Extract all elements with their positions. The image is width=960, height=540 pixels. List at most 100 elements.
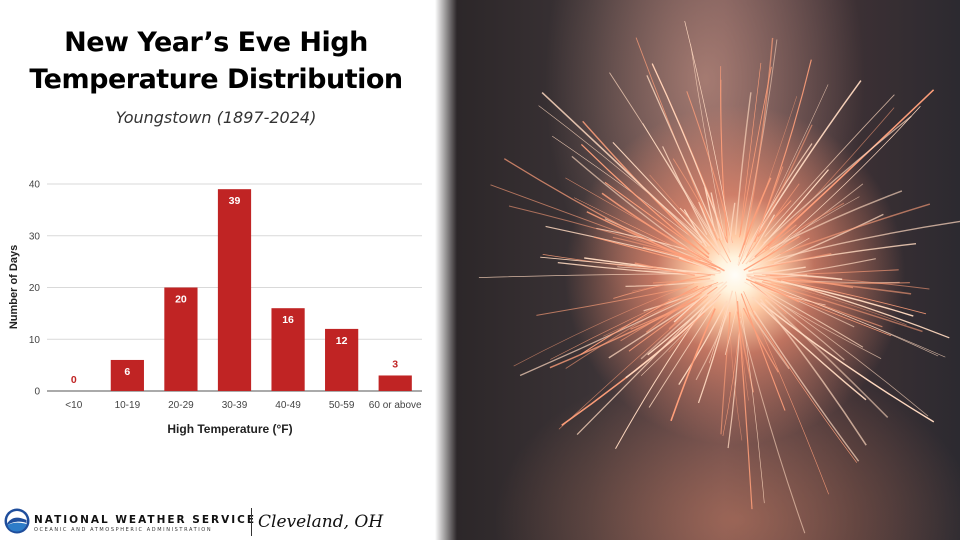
chart-title: New Year’s Eve High Temperature Distribu… (29, 27, 403, 95)
spark-ray (668, 293, 721, 353)
spark-ray (741, 183, 800, 264)
spark-ray (769, 190, 903, 250)
spark-ray (754, 196, 821, 258)
spark-ray (625, 279, 714, 288)
spark-ray (709, 310, 726, 364)
spark-ray (752, 272, 843, 281)
bar-chart: 0 6 20 39 16 12 3 0 10 20 30 40 <10 10-19 20-29 30-39 4… (8, 180, 422, 437)
spark-ray (672, 158, 732, 263)
spark-ray (754, 281, 883, 328)
spark-ray (754, 59, 812, 243)
spark-ray (565, 286, 705, 369)
spark-ray (561, 312, 705, 426)
spark-ray (684, 21, 733, 245)
data-label: 6 (124, 366, 130, 378)
spark-ray (722, 318, 741, 437)
spark-ray (686, 91, 733, 244)
spark-ray (749, 202, 845, 263)
spark-ray (781, 258, 876, 276)
spark-ray (752, 284, 929, 417)
y-tick-label: 30 (29, 231, 41, 242)
spark-ray (743, 37, 774, 246)
x-tick-label: 50-59 (329, 400, 355, 411)
spark-ray (773, 213, 884, 265)
spark-ray (753, 214, 776, 251)
spark-ray (582, 120, 710, 255)
spark-ray (770, 282, 823, 293)
spark-ray (612, 236, 702, 261)
spark-ray (745, 278, 800, 303)
spark-ray (748, 310, 790, 370)
spark-ray (690, 44, 725, 237)
spark-ray (739, 316, 806, 534)
spark-ray (763, 115, 912, 244)
spark-ray (749, 278, 939, 357)
spark-ray (604, 181, 710, 258)
photo-edge-fade (435, 0, 457, 540)
spark-ray (759, 298, 867, 446)
spark-ray (754, 315, 858, 463)
spark-ray (542, 254, 716, 276)
spark-ray (746, 80, 862, 252)
spark-ray (758, 286, 826, 306)
bar (217, 189, 252, 391)
spark-ray (746, 266, 806, 276)
spark-ray (628, 286, 718, 352)
noaa-name: OCEANIC AND ATMOSPHERIC ADMINISTRATION (34, 527, 213, 533)
spark-ray (630, 300, 696, 330)
spark-ray (748, 253, 832, 272)
data-labels: 0 6 20 39 16 12 3 (71, 195, 398, 386)
spark-ray (779, 203, 931, 255)
spark-ray (580, 285, 699, 356)
spark-ray (720, 79, 729, 244)
spark-ray (513, 283, 695, 367)
spark-ray (728, 202, 736, 246)
spark-ray (738, 96, 798, 266)
spark-ray (649, 174, 720, 256)
spark-ray (734, 92, 752, 235)
spark-ray (764, 224, 797, 251)
spark-ray (645, 284, 713, 333)
spark-ray (638, 270, 721, 274)
spark-ray (576, 297, 713, 436)
spark-ray (603, 288, 707, 337)
x-tick-label: 20-29 (168, 400, 194, 411)
spark-ray (751, 296, 867, 401)
spark-ray (613, 274, 712, 299)
spark-ray (756, 285, 864, 348)
spark-ray (710, 192, 723, 241)
spark-ray (574, 197, 719, 268)
data-label: 12 (336, 335, 348, 347)
spark-ray (720, 312, 731, 435)
spark-ray (746, 274, 914, 317)
y-tick-label: 20 (29, 283, 41, 294)
spark-ray (673, 290, 711, 323)
spark-ray (478, 273, 698, 278)
chart-subtitle: Youngstown (1897-2024) (115, 108, 317, 127)
spark-ray (503, 158, 693, 263)
spark-ray (609, 72, 716, 241)
spark-ray (742, 307, 779, 373)
spark-ray (747, 84, 829, 253)
spark-ray (745, 169, 829, 265)
spark-ray (683, 209, 708, 247)
bar (110, 359, 144, 391)
spark-ray (541, 92, 703, 244)
spark-ray (746, 275, 907, 325)
spark-ray (565, 177, 712, 262)
x-tick-label: 30-39 (222, 400, 248, 411)
sparkler-photo (435, 0, 960, 540)
spark-ray (580, 143, 709, 259)
x-tick-label: 60 or above (369, 400, 422, 411)
spark-ray (668, 282, 719, 301)
sparkler-sparks (478, 21, 960, 534)
bar (325, 328, 359, 391)
spark-ray (584, 257, 698, 274)
spark-ray (647, 284, 728, 356)
footer-divider (251, 508, 252, 536)
spark-ray (678, 300, 728, 385)
spark-ray (777, 278, 927, 315)
spark-ray (768, 220, 960, 262)
spark-ray (739, 298, 765, 504)
